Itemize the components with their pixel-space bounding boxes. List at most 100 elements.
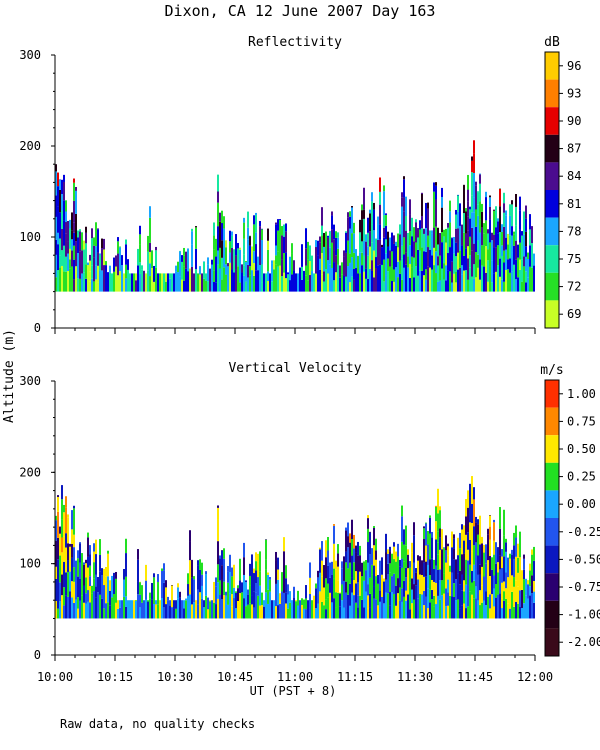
echo-cell [385,533,387,553]
colorbar-label: 75 [567,252,581,266]
echo-cell [449,200,451,212]
echo-cell [217,202,219,227]
echo-cell [287,272,289,275]
echo-cell [351,592,353,619]
echo-cell [275,255,277,265]
echo-cell [499,569,501,594]
echo-cell [403,580,405,597]
echo-cell [255,212,257,216]
echo-cell [471,503,473,523]
echo-cell [75,581,77,600]
echo-cell [253,607,255,619]
echo-cell [247,594,249,605]
echo-cell [353,548,355,563]
echo-cell [471,570,473,583]
echo-cell [471,195,473,213]
echo-cell [513,545,515,559]
colorbar-swatch [545,107,559,135]
echo-cell [373,250,375,278]
echo-cell [381,247,383,265]
echo-cell [93,578,95,592]
echo-cell [261,605,263,619]
echo-cell [367,246,369,256]
echo-cell [505,551,507,573]
echo-cell [275,224,277,246]
echo-cell [351,276,353,292]
echo-cell [475,181,477,186]
echo-cell [209,600,211,602]
echo-cell [439,255,441,281]
echo-cell [365,560,367,571]
echo-cell [407,549,409,555]
echo-cell [463,603,465,619]
echo-cell [249,563,251,576]
echo-cell [91,585,93,594]
echo-cell [357,607,359,619]
echo-cell [403,529,405,545]
echo-cell [189,594,191,619]
echo-cell [275,560,277,584]
echo-cell [473,172,475,198]
echo-cell [103,265,105,292]
echo-cell [423,605,425,619]
echo-cell [443,547,445,549]
echo-cell [281,572,283,592]
echo-cell [121,600,123,619]
echo-cell [255,244,257,271]
echo-cell [83,272,85,292]
echo-cell [385,275,387,292]
echo-cell [441,595,443,619]
echo-cell [207,264,209,282]
echo-cell [73,182,75,201]
echo-cell [439,233,441,256]
echo-cell [63,174,65,182]
echo-cell [321,207,323,226]
echo-cell [61,229,63,251]
echo-cell [357,582,359,596]
echo-cell [467,230,469,247]
echo-cell [81,250,83,274]
echo-cell [105,603,107,619]
echo-cell [523,256,525,267]
echo-cell [249,275,251,292]
echo-cell [357,541,359,556]
echo-cell [395,585,397,606]
echo-cell [407,554,409,569]
echo-cell [281,572,283,573]
echo-cell [525,256,527,272]
echo-cell [239,593,241,619]
echo-cell [401,558,403,568]
echo-cell [333,598,335,619]
echo-cell [481,566,483,586]
echo-cell [387,563,389,575]
echo-cell [459,267,461,292]
echo-cell [197,604,199,619]
echo-cell [435,505,437,507]
echo-cell [431,269,433,292]
echo-cell [443,229,445,237]
echo-cell [247,211,249,228]
echo-cell [323,232,325,247]
echo-cell [387,271,389,292]
echo-cell [477,254,479,268]
echo-cell [271,600,273,619]
echo-cell [277,605,279,619]
echo-cell [353,279,355,292]
echo-cell [309,275,311,292]
echo-cell [259,242,261,266]
echo-cell [435,251,437,274]
echo-cell [215,282,217,292]
x-tick-label: 10:15 [97,670,133,684]
echo-cell [479,259,481,280]
echo-cell [523,211,525,219]
echo-cell [101,248,103,271]
echo-cell [125,538,127,554]
echo-cell [313,282,315,292]
echo-cell [139,273,141,292]
echo-cell [431,537,433,559]
echo-cell [523,558,525,570]
echo-cell [61,499,63,520]
echo-cell [425,279,427,292]
echo-cell [223,548,225,559]
echo-cell [237,248,239,267]
